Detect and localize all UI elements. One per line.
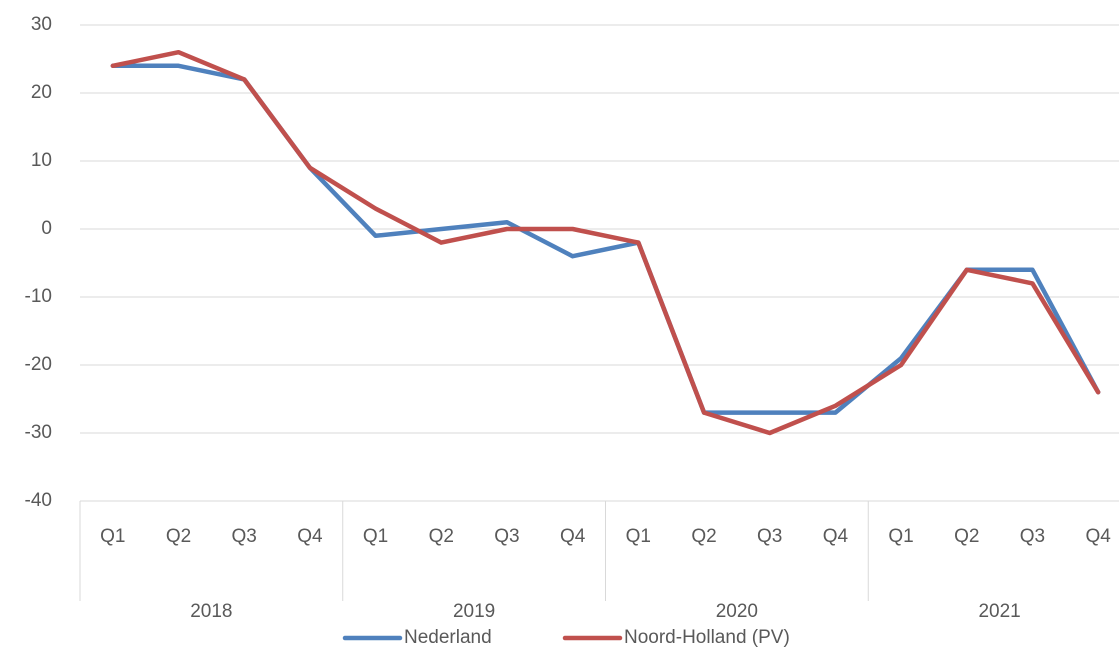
series-line (110, 49, 1101, 436)
group-label: 2020 (716, 601, 758, 622)
x-tick-label: Q4 (823, 526, 849, 547)
y-tick-label: -40 (25, 490, 52, 511)
x-tick-label: Q1 (888, 526, 913, 547)
x-tick-label: Q1 (100, 526, 125, 547)
y-tick-label: 30 (31, 14, 52, 35)
series-line (110, 63, 1101, 415)
group-label: 2018 (190, 601, 232, 622)
x-tick-label: Q4 (1085, 526, 1111, 547)
x-tick-label: Q3 (757, 526, 782, 547)
x-tick-label: Q2 (429, 526, 454, 547)
x-tick-label: Q2 (691, 526, 716, 547)
group-label: 2019 (453, 601, 495, 622)
x-tick-label: Q4 (297, 526, 323, 547)
legend-label: Nederland (404, 627, 492, 648)
x-tick-label: Q3 (494, 526, 519, 547)
y-tick-label: 20 (31, 82, 52, 103)
legend-label: Noord-Holland (PV) (624, 627, 790, 648)
y-tick-label: 10 (31, 150, 52, 171)
group-label: 2021 (978, 601, 1020, 622)
y-tick-label: -20 (25, 354, 52, 375)
x-tick-label: Q2 (166, 526, 191, 547)
y-tick-label: -10 (25, 286, 52, 307)
y-tick-label: 0 (41, 218, 52, 239)
x-tick-label: Q1 (626, 526, 651, 547)
x-tick-label: Q4 (560, 526, 586, 547)
x-tick-label: Q2 (954, 526, 979, 547)
y-tick-label: -30 (25, 422, 52, 443)
x-tick-label: Q3 (1020, 526, 1045, 547)
x-tick-label: Q3 (232, 526, 257, 547)
x-tick-label: Q1 (363, 526, 388, 547)
